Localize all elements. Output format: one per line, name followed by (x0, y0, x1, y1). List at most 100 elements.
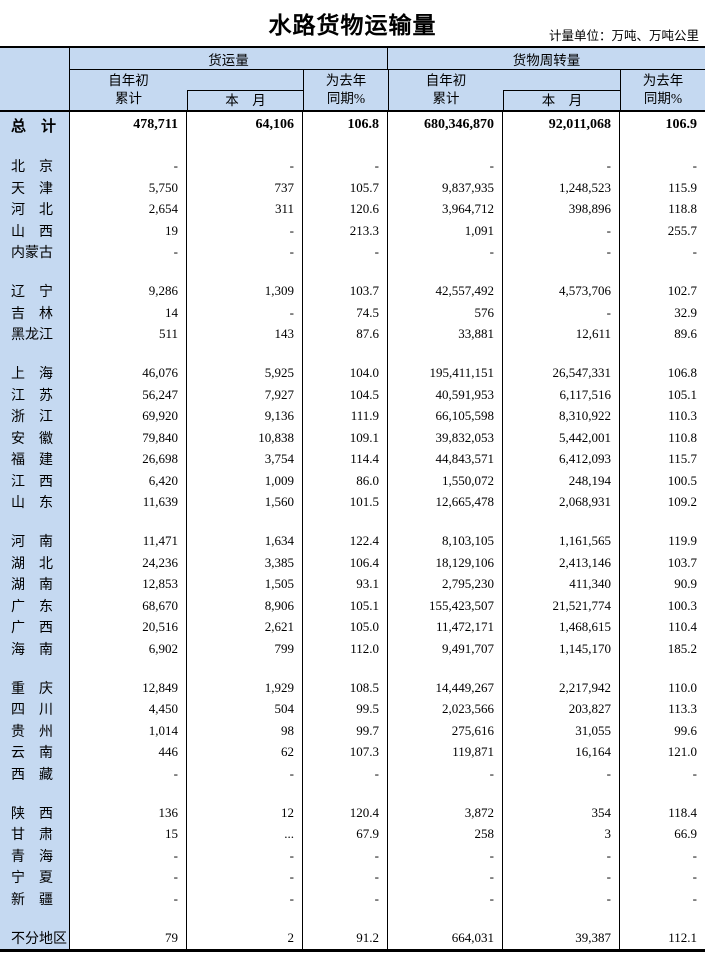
table-cell (303, 345, 388, 363)
row-label: 广 西 (0, 616, 70, 638)
table-cell: 10,838 (187, 427, 303, 449)
table-cell: 100.3 (667, 597, 697, 613)
table-cell: - (303, 763, 388, 785)
table-cell: 119.9 (668, 533, 697, 549)
table-cell: 39,387 (503, 927, 620, 949)
table-cell: 12,853 (70, 573, 187, 595)
table-cell: 109.1 (303, 427, 388, 449)
table-cell: 2,795,230 (388, 573, 503, 595)
table-cell: 21,521,774 (503, 595, 620, 617)
table-cell: 106.4 (303, 552, 388, 574)
table-cell: - (303, 155, 388, 177)
table-cell: 1,309 (187, 280, 303, 302)
table-cell: 18,129,106 (388, 552, 503, 574)
row-label: 宁 夏 (0, 866, 70, 888)
table-cell: 1,161,565 (503, 530, 620, 552)
table-cell: - (303, 241, 388, 263)
table-cell: 6,412,093 (503, 448, 620, 470)
table-cell: 195,411,151 (388, 362, 503, 384)
table-cell: - (187, 763, 303, 785)
table-cell: 2 (187, 927, 303, 949)
table-cell: 103.7 (303, 280, 388, 302)
row-label: 江 苏 (0, 384, 70, 406)
table-row: 辽 宁 9,286 1,309 103.7 42,557,492 4,573,706 102… (0, 280, 705, 302)
row-label: 辽 宁 (0, 280, 70, 302)
page-title: 水路货物运输量 (268, 13, 437, 38)
table-cell: 3 (503, 823, 620, 845)
header-yoy-2: 为去年 同期% (620, 70, 705, 110)
table-cell: - (70, 763, 187, 785)
row-label: 甘 肃 (0, 823, 70, 845)
table-cell: 105.0 (303, 616, 388, 638)
table-cell: 664,031 (388, 927, 503, 949)
table-cell: 737 (187, 177, 303, 199)
header-cumulative-line2: 累计 (432, 91, 460, 106)
blank-row (0, 784, 705, 802)
table-cell: 106.8 (303, 112, 388, 138)
table-cell: 7,927 (187, 384, 303, 406)
table-cell: 11,639 (70, 491, 187, 513)
row-label: 西 藏 (0, 763, 70, 785)
row-label (0, 784, 70, 802)
table-cell: 108.5 (303, 677, 388, 699)
table-row: 广 东 68,670 8,906 105.1 155,423,507 21,521,774… (0, 595, 705, 617)
table-cell: - (503, 763, 620, 785)
table-cell: - (388, 155, 503, 177)
table-cell: 100.5 (667, 472, 697, 488)
table-cell: 46,076 (70, 362, 187, 384)
table-cell: 1,468,615 (503, 616, 620, 638)
row-label: 贵 州 (0, 720, 70, 742)
table-cell: 1,009 (187, 470, 303, 492)
table-cell: 74.5 (303, 302, 388, 324)
table-cell: 11,472,171 (388, 616, 503, 638)
table-cell: 42,557,492 (388, 280, 503, 302)
row-label (0, 909, 70, 927)
table-cell: 32.9 (674, 304, 697, 320)
table-cell: 1,145,170 (503, 638, 620, 660)
table-cell: - (303, 866, 388, 888)
header-month-box: 本 月 (187, 90, 303, 110)
table-row: 西 藏------ (0, 763, 705, 785)
table-cell: - (70, 888, 187, 910)
table-cell: 9,286 (70, 280, 187, 302)
table-row: 广 西 20,516 2,621 105.0 11,472,171 1,468,615 11… (0, 616, 705, 638)
table-cell: - (388, 866, 503, 888)
table-cell: 99.7 (303, 720, 388, 742)
table-cell: 185.2 (667, 640, 697, 656)
table-cell: 115.9 (668, 179, 697, 195)
table-cell (388, 345, 503, 363)
table-cell (503, 138, 620, 156)
table-cell (187, 138, 303, 156)
table-cell: 11,471 (70, 530, 187, 552)
row-label: 浙 江 (0, 405, 70, 427)
table-cell: 103.7 (667, 554, 697, 570)
table-cell: 122.4 (303, 530, 388, 552)
header-cumulative-line2: 累计 (115, 91, 142, 106)
table-cell: 31,055 (503, 720, 620, 742)
table-cell (187, 659, 303, 677)
table-cell (70, 909, 187, 927)
header-group-row: 货运量 货物周转量 (0, 48, 705, 70)
blank-row (0, 513, 705, 531)
table-cell (70, 263, 187, 281)
table-cell: - (187, 155, 303, 177)
blank-row (0, 263, 705, 281)
row-label: 内蒙古 (0, 241, 70, 263)
table-row: 湖 北 24,236 3,385 106.4 18,129,106 2,413,146 10… (0, 552, 705, 574)
table-cell: 203,827 (503, 698, 620, 720)
table-cell (70, 345, 187, 363)
table-cell: - (187, 888, 303, 910)
table-cell: 9,837,935 (388, 177, 503, 199)
table-cell: 91.2 (303, 927, 388, 949)
table-cell (187, 784, 303, 802)
table-row: 浙 江 69,920 9,136 111.9 66,105,598 8,310,922 11… (0, 405, 705, 427)
table-cell (187, 263, 303, 281)
header-sub-row: 自年初 累计 本 月 为去年 同期% 自年初 累计 本 月 (0, 70, 705, 110)
table-cell: 110.0 (668, 679, 697, 695)
table-cell: 3,872 (388, 802, 503, 824)
table-row: 山 西 19-213.3 1,091-255.7 (0, 220, 705, 242)
table-cell: - (187, 302, 303, 324)
table-cell: 2,023,566 (388, 698, 503, 720)
table-cell: - (692, 244, 697, 260)
